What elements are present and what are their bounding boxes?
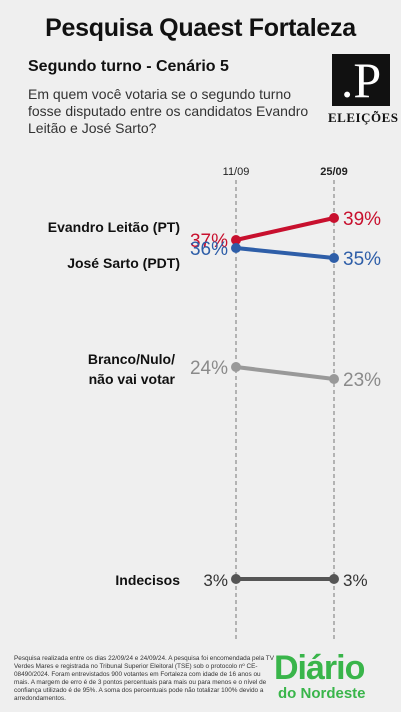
data-label: 23% bbox=[343, 370, 381, 391]
x-tick-label: 11/09 bbox=[223, 166, 250, 178]
brand-logo: Diário bbox=[274, 649, 365, 687]
data-label: 3% bbox=[343, 571, 368, 590]
data-point bbox=[329, 374, 339, 384]
methodology-note: Pesquisa realizada entre os dias 22/09/2… bbox=[14, 655, 274, 702]
series-line bbox=[234, 216, 336, 242]
data-label: 36% bbox=[190, 239, 228, 260]
chart-subtitle: Segundo turno - Cenário 5 bbox=[28, 58, 229, 75]
data-point bbox=[231, 243, 241, 253]
data-label: 37% bbox=[190, 231, 228, 252]
x-tick-label: 25/09 bbox=[320, 166, 348, 178]
data-point bbox=[329, 253, 339, 263]
survey-question: Em quem você votaria se o segundo turno … bbox=[28, 86, 309, 136]
data-label: 3% bbox=[203, 571, 228, 590]
series-name: José Sarto (PDT) bbox=[67, 255, 180, 271]
data-point bbox=[329, 213, 339, 223]
data-label: 39% bbox=[343, 209, 381, 230]
data-point bbox=[231, 574, 241, 584]
series-line bbox=[234, 246, 336, 260]
series-name: não vai votar bbox=[89, 371, 176, 387]
data-point bbox=[329, 574, 339, 584]
publisher-logo: .P bbox=[332, 54, 390, 106]
logo-label: ELEIÇÕES bbox=[328, 110, 399, 125]
data-point bbox=[231, 235, 241, 245]
page-title: Pesquisa Quaest Fortaleza bbox=[45, 14, 356, 42]
series-name: Evandro Leitão (PT) bbox=[48, 219, 180, 235]
brand-logo-subtitle: do Nordeste bbox=[278, 685, 366, 702]
data-label: 24% bbox=[190, 358, 228, 379]
series-name: Branco/Nulo/ bbox=[88, 351, 175, 367]
series-name: Indecisos bbox=[115, 572, 180, 588]
series-line bbox=[234, 365, 336, 381]
data-label: 35% bbox=[343, 249, 381, 270]
data-point bbox=[231, 362, 241, 372]
